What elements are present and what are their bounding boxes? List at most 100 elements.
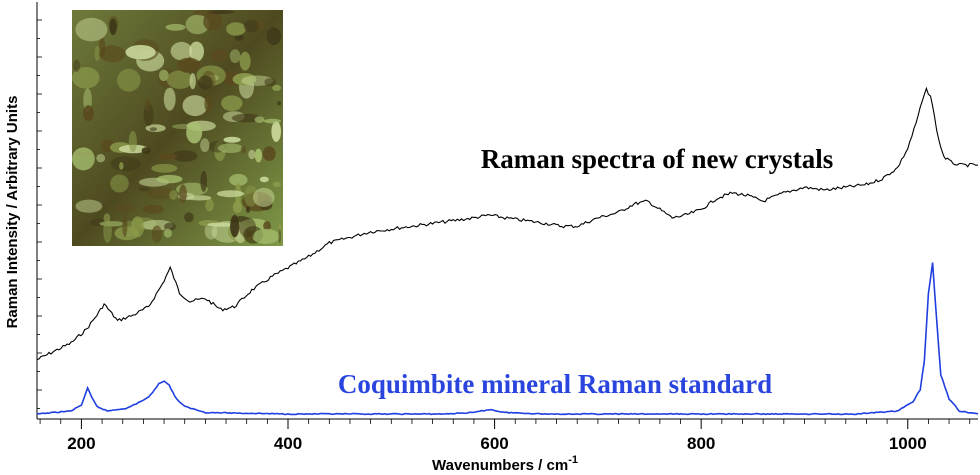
crystal-speck — [243, 19, 259, 33]
crystal-speck — [117, 68, 141, 92]
crystal-speck — [254, 116, 265, 123]
annotation-coquimbite-standard: Coquimbite mineral Raman standard — [338, 369, 772, 399]
crystal-speck — [205, 198, 214, 212]
crystal-speck — [229, 173, 248, 186]
crystal-speck — [165, 23, 186, 31]
crystal-speck — [198, 75, 213, 90]
crystal-speck — [223, 136, 241, 143]
x-axis-label: Wavenumbers / cm-1 — [432, 454, 578, 474]
crystal-speck — [229, 49, 241, 63]
crystal-speck — [163, 87, 176, 111]
crystal-speck — [149, 127, 157, 132]
crystal-speck — [226, 22, 246, 36]
crystal-speck — [158, 69, 169, 82]
crystal-speck — [239, 217, 257, 238]
crystal-speck — [169, 190, 178, 200]
crystal-speck — [151, 225, 162, 243]
crystal-speck — [231, 113, 262, 123]
crystal-speck — [200, 138, 210, 153]
crystal-speck — [272, 84, 281, 91]
y-axis-ticks — [37, 19, 42, 409]
crystal-speck — [122, 213, 128, 237]
crystal-speck — [252, 187, 275, 207]
crystal-speck — [204, 222, 218, 240]
crystal-speck — [277, 101, 282, 106]
crystal-speck — [240, 145, 246, 154]
crystal-speck — [72, 67, 100, 89]
x-tick-label-600: 600 — [480, 434, 508, 453]
crystal-speck — [207, 222, 237, 227]
x-axis-ticks: 200 400 600 800 1000 — [39, 419, 971, 453]
crystal-speck — [259, 176, 269, 183]
crystal-speck — [278, 223, 281, 231]
crystal-speck — [239, 51, 251, 71]
series-line-coquimbite-standard — [36, 262, 979, 416]
crystal-speck — [83, 105, 94, 122]
series-line-new-crystals — [36, 86, 979, 361]
crystal-speck — [266, 27, 281, 45]
crystal-speck — [189, 41, 205, 62]
x-axis-label-superscript: -1 — [568, 454, 578, 466]
crystal-speck — [144, 99, 151, 112]
plot-frame — [36, 2, 978, 420]
y-axis-label: Raman Intensity / Arbitrary Units — [4, 96, 21, 329]
crystal-speck — [271, 121, 282, 142]
crystal-speck — [204, 95, 212, 112]
crystal-speck — [203, 11, 223, 31]
crystal-speck — [200, 170, 208, 192]
crystal-speck — [115, 202, 136, 213]
crystal-speck — [262, 146, 276, 162]
crystal-speck — [103, 220, 112, 243]
crystal-speck — [138, 186, 151, 192]
crystal-speck — [252, 228, 280, 244]
crystal-speck — [158, 153, 178, 160]
crystal-speck — [146, 187, 175, 200]
crystal-speck — [186, 121, 203, 144]
crystal-speck — [128, 130, 137, 153]
crystal-speck — [192, 10, 214, 16]
crystal-speck — [94, 45, 101, 62]
crystal-speck — [176, 57, 201, 73]
crystal-speck — [230, 214, 240, 238]
crystal-speck — [75, 199, 103, 213]
crystal-speck — [263, 221, 271, 231]
crystal-speck — [99, 45, 126, 63]
crystal-speck — [179, 184, 187, 203]
crystal-speck — [151, 163, 178, 173]
crystal-speck — [182, 95, 208, 117]
crystal-speck — [221, 95, 243, 111]
crystal-speck — [264, 78, 277, 87]
micrograph-inset — [72, 10, 283, 246]
crystal-speck — [254, 148, 263, 163]
crystal-speck — [166, 70, 193, 89]
x-tick-label-800: 800 — [687, 434, 715, 453]
crystal-speck — [211, 49, 229, 62]
crystal-speck — [186, 195, 212, 201]
crystal-speck — [232, 73, 257, 86]
crystal-speck — [272, 181, 281, 188]
crystal-speck — [263, 118, 281, 124]
micrograph-crystals — [72, 10, 282, 244]
crystal-speck — [255, 20, 264, 31]
series-layer — [36, 86, 979, 416]
crystal-speck — [163, 228, 172, 238]
crystal-speck — [72, 147, 95, 171]
crystal-speck — [109, 18, 117, 35]
crystal-speck — [217, 143, 243, 153]
crystal-speck — [131, 216, 145, 238]
crystal-speck — [119, 162, 124, 170]
crystal-speck — [75, 17, 108, 42]
crystal-speck — [216, 190, 245, 198]
crystal-speck — [184, 212, 194, 223]
crystal-speck — [125, 45, 156, 60]
crystal-speck — [110, 156, 141, 172]
crystal-speck — [278, 229, 282, 244]
crystal-speck — [245, 206, 251, 213]
crystal-speck — [185, 14, 210, 35]
crystal-speck — [73, 59, 81, 72]
crystal-speck — [156, 174, 183, 184]
x-tick-label-1000: 1000 — [889, 434, 927, 453]
x-tick-label-400: 400 — [274, 434, 302, 453]
x-axis-label-text: Wavenumbers / cm — [432, 457, 568, 474]
